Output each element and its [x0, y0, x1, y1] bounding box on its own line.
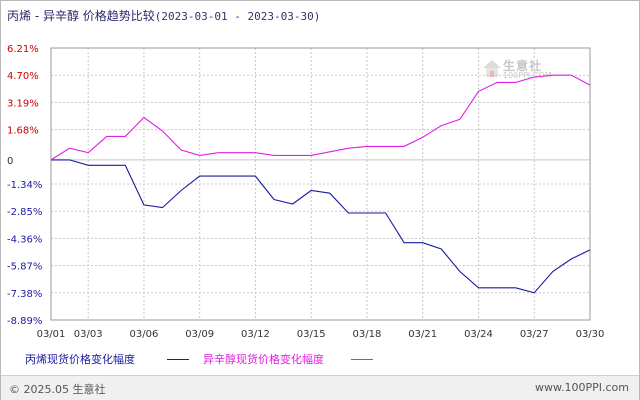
x-tick-label: 03/09 [185, 329, 214, 340]
x-tick-label: 03/01 [37, 329, 66, 340]
x-tick-label: 03/06 [130, 329, 159, 340]
plot-border [50, 47, 591, 321]
legend-swatch-series1 [167, 359, 189, 360]
y-tick-label: -1.34% [7, 180, 42, 191]
y-tick-label: 0 [7, 156, 13, 167]
date-range: (2023-03-01 - 2023-03-30) [154, 10, 321, 23]
x-tick-label: 03/03 [74, 329, 103, 340]
y-tick-label: -8.89% [7, 316, 42, 327]
legend-swatch-series2 [351, 359, 373, 360]
x-tick-label: 03/12 [241, 329, 270, 340]
x-tick-label: 03/15 [297, 329, 326, 340]
y-tick-label: -4.36% [7, 234, 42, 245]
y-tick-label: -7.38% [7, 289, 42, 300]
x-tick-label: 03/18 [353, 329, 382, 340]
y-tick-label: 3.19% [7, 98, 39, 109]
y-tick-label: 4.70% [7, 71, 39, 82]
x-tick-label: 03/24 [464, 329, 493, 340]
y-tick-label: -5.87% [7, 262, 42, 273]
legend-label-series2: 异辛醇现货价格变化幅度 [203, 353, 324, 366]
legend-label-series1: 丙烯现货价格变化幅度 [25, 353, 135, 366]
watermark-name: 生意社 [503, 59, 543, 73]
series-line-1 [51, 159, 591, 294]
y-tick-label: 6.21% [7, 44, 39, 55]
y-tick-label: -2.85% [7, 207, 42, 218]
site-link[interactable]: www.100PPI.com [535, 381, 629, 394]
series-line-2 [50, 74, 591, 161]
x-tick-label: 03/30 [576, 329, 605, 340]
copyright-text: © 2025.05 生意社 [9, 383, 106, 396]
x-tick-label: 03/27 [520, 329, 549, 340]
chart-title-bar: 丙烯 - 异辛醇 价格趋势比较(2023-03-01 - 2023-03-30) [7, 7, 320, 24]
watermark-house-icon [483, 60, 501, 77]
chart-title: 丙烯 - 异辛醇 价格趋势比较 [7, 9, 155, 23]
x-tick-label: 03/21 [408, 329, 437, 340]
line-chart: 6.21% 4.70% 3.19% 1.68% 0 -1.34% -2.85% -4.36% -… [7, 44, 605, 340]
y-tick-label: 1.68% [7, 126, 39, 137]
footer-bar: © 2025.05 生意社 www.100PPI.com [1, 375, 639, 400]
